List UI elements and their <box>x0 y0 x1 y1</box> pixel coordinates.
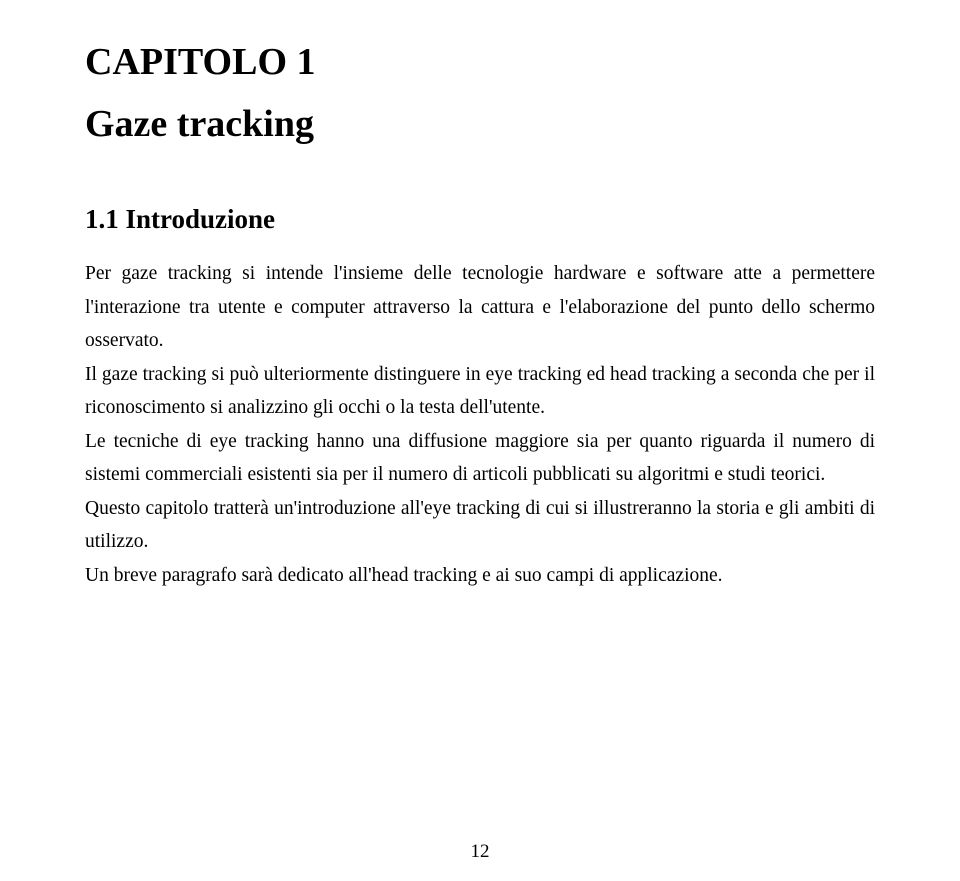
body-paragraph: Un breve paragrafo sarà dedicato all'hea… <box>85 559 875 593</box>
page-number: 12 <box>0 841 960 863</box>
body-paragraph: Per gaze tracking si intende l'insieme d… <box>85 257 875 358</box>
chapter-title: Gaze tracking <box>85 102 875 146</box>
section-heading: 1.1 Introduzione <box>85 204 875 235</box>
body-paragraph: Le tecniche di eye tracking hanno una di… <box>85 425 875 492</box>
body-paragraph: Questo capitolo tratterà un'introduzione… <box>85 492 875 559</box>
chapter-label: CAPITOLO 1 <box>85 40 875 84</box>
body-paragraph: Il gaze tracking si può ulteriormente di… <box>85 358 875 425</box>
